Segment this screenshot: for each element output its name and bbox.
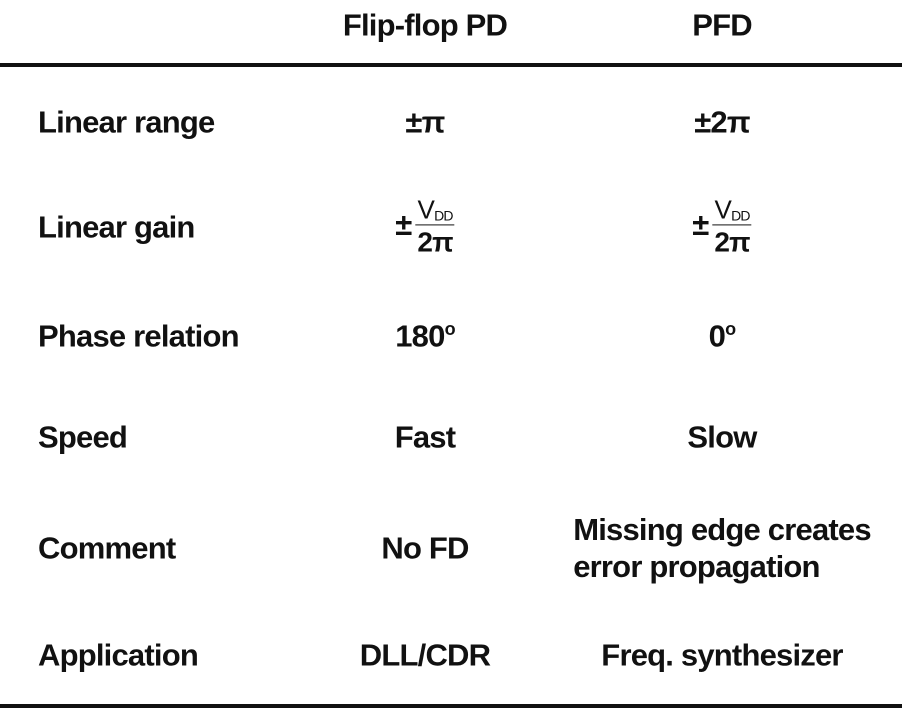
row-label: Comment [38, 530, 176, 566]
row-label: Application [38, 637, 199, 673]
cell-text: 180 [395, 318, 445, 354]
cell: Freq. synthesizer [601, 636, 843, 673]
cell-text: DLL/CDR [359, 637, 491, 673]
sign: ± [692, 207, 709, 243]
numerator-subscript: DD [731, 207, 750, 224]
cell: DLL/CDR [359, 636, 491, 673]
cell-text: No FD [381, 530, 469, 566]
cell-text: ±2π [694, 104, 750, 140]
cell-text: Fast [394, 419, 456, 455]
cell-text: Freq. synthesizer [601, 637, 843, 673]
cell-line: error propagation [573, 549, 820, 584]
numerator-subscript: DD [434, 207, 453, 224]
cell: ±π [405, 103, 445, 140]
cell: ±2π [694, 103, 750, 140]
denominator: 2π [714, 226, 750, 257]
superscript: o [444, 319, 456, 340]
cell: Slow [687, 418, 757, 455]
row-label: Speed [38, 419, 128, 455]
column-header: PFD [692, 7, 752, 43]
sign: ± [395, 207, 412, 243]
row-label: Linear range [38, 104, 215, 140]
cell: 0o [709, 317, 736, 354]
cell-text: 0 [708, 318, 726, 354]
numerator: VDD [415, 194, 455, 225]
cell: ± VDD 2π [395, 194, 455, 258]
cell: Fast [395, 418, 456, 455]
header-rule [0, 63, 902, 67]
bottom-rule [0, 704, 902, 708]
cell: Missing edge creates error propagation [573, 511, 871, 585]
cell-text: ±π [405, 104, 445, 140]
column-header: Flip-flop PD [342, 7, 508, 43]
denominator: 2π [417, 226, 453, 257]
numerator-text: V [417, 194, 435, 225]
cell: No FD [381, 529, 469, 566]
numerator: VDD [712, 194, 752, 225]
cell: ± VDD 2π [692, 194, 752, 258]
cell-line: Missing edge creates [573, 511, 871, 547]
fraction: VDD 2π [415, 194, 455, 258]
cell-text: Slow [687, 419, 757, 455]
row-label: Linear gain [38, 209, 195, 245]
fraction: VDD 2π [712, 194, 752, 258]
superscript: o [725, 319, 736, 340]
row-label: Phase relation [38, 318, 240, 354]
numerator-text: V [714, 194, 732, 225]
cell: 180o [395, 317, 455, 354]
